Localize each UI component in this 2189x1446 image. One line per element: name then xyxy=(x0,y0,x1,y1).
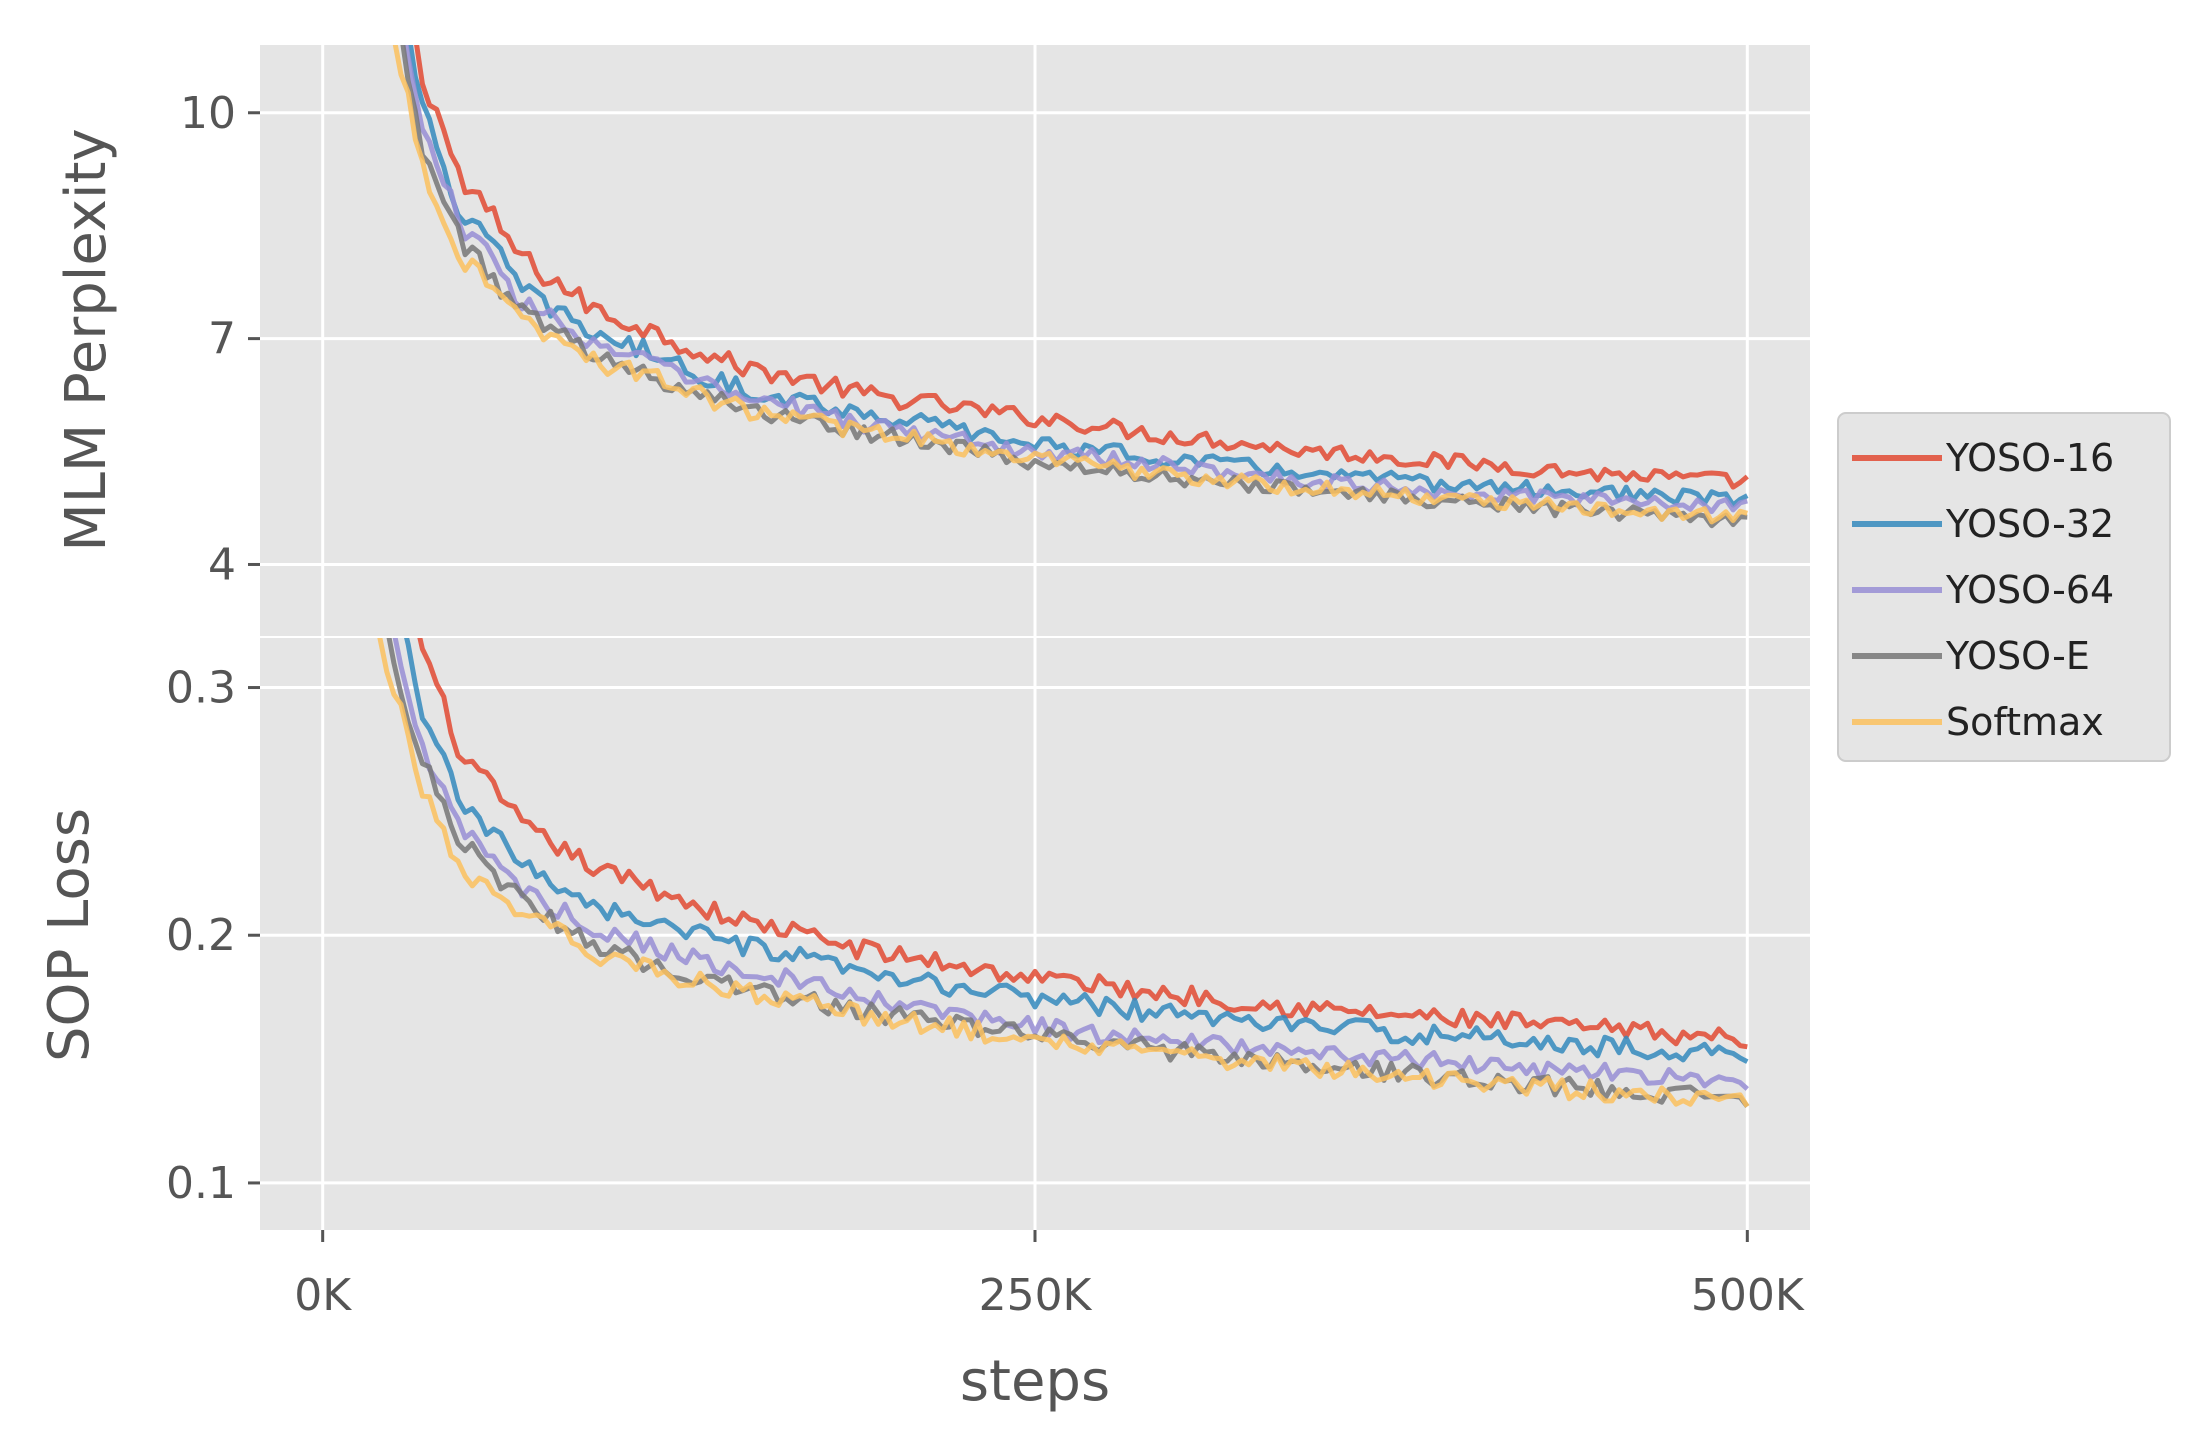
legend-label: YOSO-64 xyxy=(1945,568,2114,612)
x-tick-label: 0K xyxy=(294,1270,352,1321)
x-tick-label: 250K xyxy=(979,1270,1093,1321)
series-line-yoso-16 xyxy=(417,638,1748,1050)
y-tick-label: 0.3 xyxy=(166,663,236,714)
y-tick-label: 7 xyxy=(208,314,236,365)
legend-label: Softmax xyxy=(1946,700,2104,744)
y-tick-label: 4 xyxy=(208,539,236,590)
gridlines xyxy=(260,45,1810,636)
legend-label: YOSO-32 xyxy=(1945,502,2114,546)
series-line-yoso-32 xyxy=(404,638,1749,1064)
y-axis-label: SOP Loss xyxy=(37,808,102,1062)
x-axis-ticks: 0K 250K 500K xyxy=(294,1230,1805,1321)
gridlines xyxy=(260,638,1810,1230)
legend-label: YOSO-16 xyxy=(1945,436,2114,480)
series-line-yoso-32 xyxy=(408,45,1749,508)
legend-box xyxy=(1837,412,2171,762)
mlm-perplexity-panel: 4 7 10 MLM Perplexity xyxy=(54,45,1810,636)
series-lines xyxy=(392,45,1749,529)
x-tick-label: 500K xyxy=(1691,1270,1805,1321)
y-tick-label: 0.1 xyxy=(166,1158,236,1209)
x-axis-label: steps xyxy=(960,1349,1110,1414)
y-tick-label: 10 xyxy=(180,88,236,139)
y-axis-ticks: 0.1 0.2 0.3 xyxy=(166,663,260,1209)
series-line-softmax xyxy=(377,638,1750,1108)
legend-items: YOSO-16 YOSO-32 YOSO-64 YOSO-E Softmax xyxy=(1852,436,2114,744)
y-axis-ticks: 4 7 10 xyxy=(180,88,260,590)
series-line-yoso-64 xyxy=(392,638,1749,1091)
y-axis-label: MLM Perplexity xyxy=(54,128,119,551)
series-line-softmax xyxy=(392,45,1748,525)
series-lines xyxy=(377,638,1750,1108)
y-tick-label: 0.2 xyxy=(166,910,236,961)
sop-loss-panel: 0.1 0.2 0.3 0K 250K 500K SOP Loss steps xyxy=(37,638,1810,1414)
legend: YOSO-16 YOSO-32 YOSO-64 YOSO-E Softmax xyxy=(1837,412,2171,762)
legend-label: YOSO-E xyxy=(1945,634,2090,678)
series-line-yoso-16 xyxy=(414,45,1749,490)
